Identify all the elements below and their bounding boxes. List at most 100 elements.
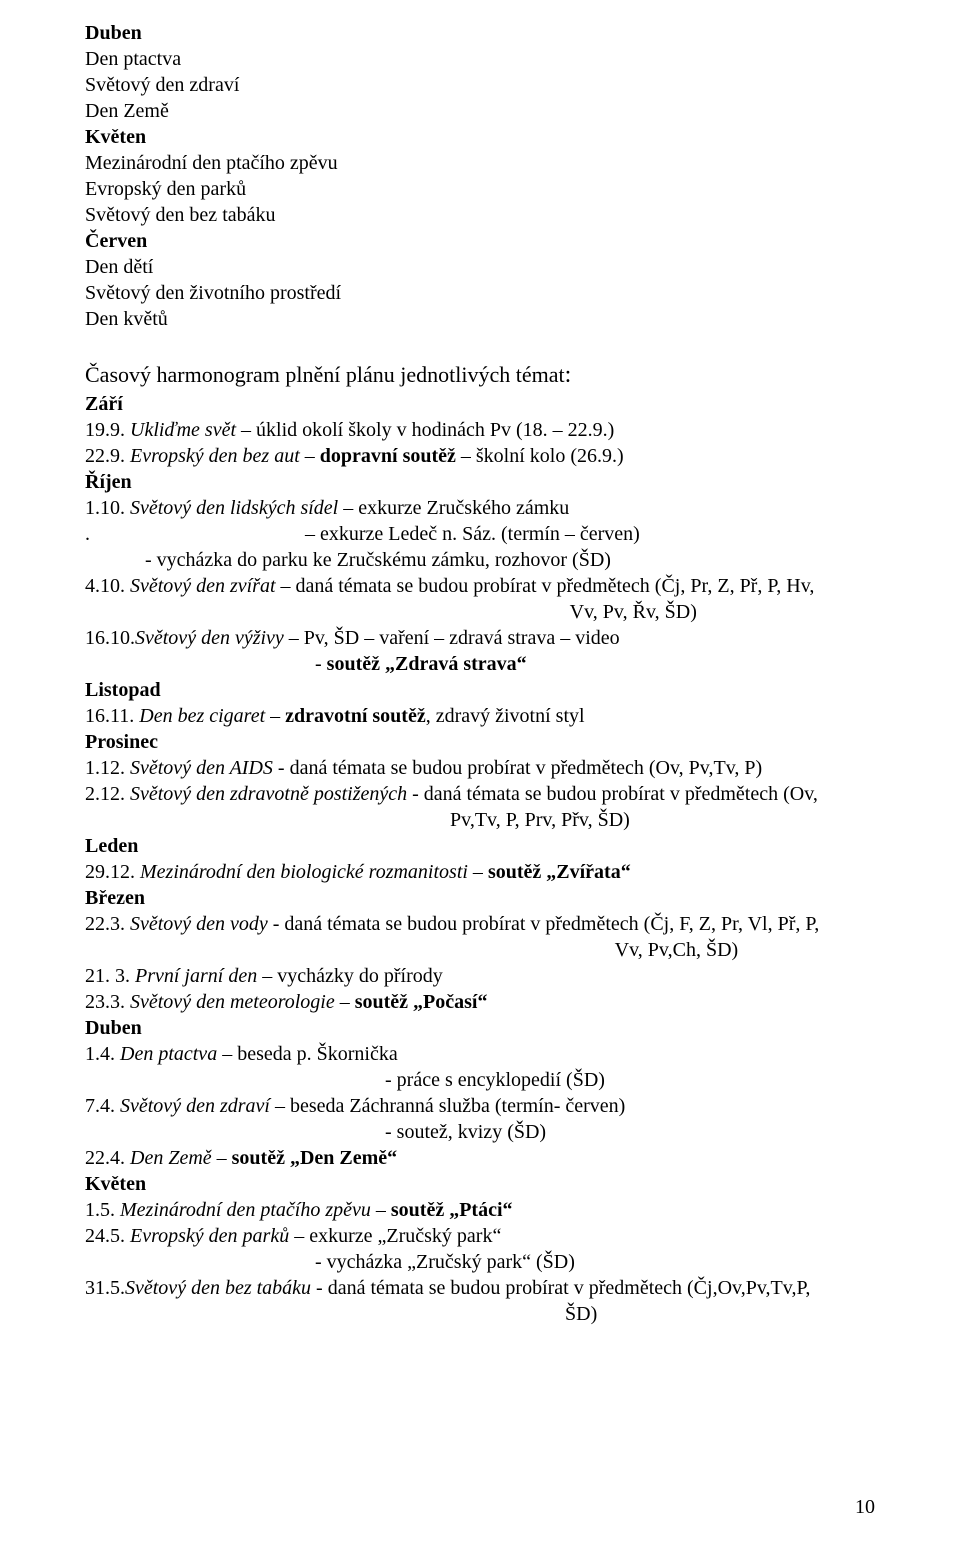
date: 2.12. — [85, 783, 130, 805]
date: 22.3. — [85, 913, 130, 935]
item-line: 24.5. Evropský den parků – exkurze „Zruč… — [85, 1223, 875, 1249]
date: 4.10. — [85, 575, 130, 597]
item-line: Světový den životního prostředí — [85, 280, 875, 306]
item-line: 1.12. Světový den AIDS - daná témata se … — [85, 755, 875, 781]
title-text: Časový harmonogram plnění plánu jednotli… — [85, 362, 565, 387]
month-heading-cerven: Červen — [85, 228, 875, 254]
month-heading-kveten: Květen — [85, 124, 875, 150]
event-name: Den bez cigaret – — [139, 705, 285, 727]
month-heading-listopad: Listopad — [85, 677, 875, 703]
item-line: 1.5. Mezinárodní den ptačího zpěvu – sou… — [85, 1197, 875, 1223]
month-heading-leden: Leden — [85, 833, 875, 859]
event-detail: – úklid okolí školy v hodinách Pv (18. –… — [236, 419, 614, 441]
item-line: Evropský den parků — [85, 176, 875, 202]
page-number: 10 — [855, 1494, 875, 1520]
document-page: Duben Den ptactva Světový den zdraví Den… — [0, 0, 960, 1550]
item-line: Den ptactva — [85, 46, 875, 72]
item-line: 1.10. Světový den lidských sídel – exkur… — [85, 495, 875, 521]
date: 7.4. — [85, 1095, 120, 1117]
date: 1.10. — [85, 497, 130, 519]
item-line: Světový den zdraví — [85, 72, 875, 98]
event-detail: – daná témata se budou probírat v předmě… — [276, 575, 815, 597]
date: 23.3. — [85, 991, 130, 1013]
event-name: Světový den bez tabáku - — [125, 1277, 323, 1299]
item-line: 21. 3. První jarní den – vycházky do pří… — [85, 963, 875, 989]
event-name: První jarní den — [135, 965, 257, 987]
item-line: - práce s encyklopedií (ŠD) — [85, 1067, 875, 1093]
item-line: 1.4. Den ptactva – beseda p. Škornička — [85, 1041, 875, 1067]
event-name: Světový den zdraví — [120, 1095, 270, 1117]
event-name: Světový den vody - — [130, 913, 279, 935]
item-line: 4.10. Světový den zvířat – daná témata s… — [85, 573, 875, 599]
item-line: 16.10.Světový den výživy – Pv, ŠD – vaře… — [85, 625, 875, 651]
event-name: Den Země – — [130, 1147, 232, 1169]
item-line: 22.4. Den Země – soutěž „Den Země“ — [85, 1145, 875, 1171]
item-line: - soutež, kvizy (ŠD) — [85, 1119, 875, 1145]
item-line: 19.9. Ukliďme svět – úklid okolí školy v… — [85, 417, 875, 443]
event-name: Ukliďme svět — [130, 419, 236, 441]
item-line: Vv, Pv, Řv, ŠD) — [85, 599, 875, 625]
event-name: Den ptactva — [120, 1043, 217, 1065]
event-bold: soutěž „Zvířata“ — [488, 861, 631, 883]
month-heading-prosinec: Prosinec — [85, 729, 875, 755]
spacer — [85, 332, 875, 350]
event-name: Světový den zdravotně postižených - — [130, 783, 419, 805]
event-detail: – beseda p. Škornička — [217, 1043, 398, 1065]
item-line: 31.5.Světový den bez tabáku - daná témat… — [85, 1275, 875, 1301]
event-name: Světový den zvířat — [130, 575, 276, 597]
event-bold: soutěž „Ptáci“ — [391, 1199, 513, 1221]
item-line: 2.12. Světový den zdravotně postižených … — [85, 781, 875, 807]
item-line: - vycházka do parku ke Zručskému zámku, … — [85, 547, 875, 573]
event-bold: soutěž „Zdravá strava“ — [327, 653, 527, 675]
event-detail: – beseda Záchranná služba (termín- červe… — [270, 1095, 625, 1117]
event-bold: dopravní soutěž — [320, 445, 456, 467]
dash: - — [315, 653, 327, 675]
item-line: 22.3. Světový den vody - daná témata se … — [85, 911, 875, 937]
month-heading-kveten2: Květen — [85, 1171, 875, 1197]
event-name: Světový den meteorologie – — [130, 991, 355, 1013]
item-line: 16.11. Den bez cigaret – zdravotní soutě… — [85, 703, 875, 729]
event-bold: zdravotní soutěž — [285, 705, 426, 727]
date: 1.12. — [85, 757, 130, 779]
event-detail: daná témata se budou probírat v předměte… — [323, 1277, 811, 1299]
section-title: Časový harmonogram plnění plánu jednotli… — [85, 360, 875, 391]
date: 1.5. — [85, 1199, 120, 1221]
date: 16.10. — [85, 627, 135, 649]
date: 16.11. — [85, 705, 139, 727]
item-line: 7.4. Světový den zdraví – beseda Záchran… — [85, 1093, 875, 1119]
item-line: - vycházka „Zručský park“ (ŠD) — [85, 1249, 875, 1275]
event-detail: daná témata se budou probírat v předměte… — [285, 757, 763, 779]
title-colon: : — [565, 362, 572, 388]
event-name: Světový den lidských sídel — [130, 497, 338, 519]
event-detail: – vycházky do přírody — [257, 965, 443, 987]
date: 19.9. — [85, 419, 130, 441]
month-heading-zari: Září — [85, 391, 875, 417]
item-line: Den květů — [85, 306, 875, 332]
date: 29.12. — [85, 861, 140, 883]
event-name: Evropský den bez aut – — [130, 445, 320, 467]
event-bold: soutěž „Den Země“ — [232, 1147, 398, 1169]
event-detail: , zdravý životní styl — [426, 705, 585, 727]
item-line: 29.12. Mezinárodní den biologické rozman… — [85, 859, 875, 885]
item-line: 23.3. Světový den meteorologie – soutěž … — [85, 989, 875, 1015]
date: 24.5. — [85, 1225, 130, 1247]
item-line: . – exkurze Ledeč n. Sáz. (termín – červ… — [85, 521, 875, 547]
event-detail: – exkurze Zručského zámku — [338, 497, 569, 519]
item-line: Mezinárodní den ptačího zpěvu — [85, 150, 875, 176]
event-bold: soutěž „Počasí“ — [355, 991, 488, 1013]
event-name: Světový den AIDS - — [130, 757, 285, 779]
month-heading-rijen: Říjen — [85, 469, 875, 495]
month-heading-duben: Duben — [85, 20, 875, 46]
event-detail: – Pv, ŠD – vaření – zdravá strava – vide… — [284, 627, 620, 649]
event-detail: daná témata se budou probírat v předměte… — [279, 913, 819, 935]
event-detail: – exkurze „Zručský park“ — [289, 1225, 501, 1247]
item-line: Světový den bez tabáku — [85, 202, 875, 228]
item-line: 22.9. Evropský den bez aut – dopravní so… — [85, 443, 875, 469]
item-line: Den dětí — [85, 254, 875, 280]
item-line: ŠD) — [85, 1301, 875, 1327]
item-line: Den Země — [85, 98, 875, 124]
event-name: Světový den výživy — [135, 627, 284, 649]
event-name: Mezinárodní den biologické rozmanitosti … — [140, 861, 488, 883]
item-line: Vv, Pv,Ch, ŠD) — [85, 937, 875, 963]
date: 21. 3. — [85, 965, 135, 987]
